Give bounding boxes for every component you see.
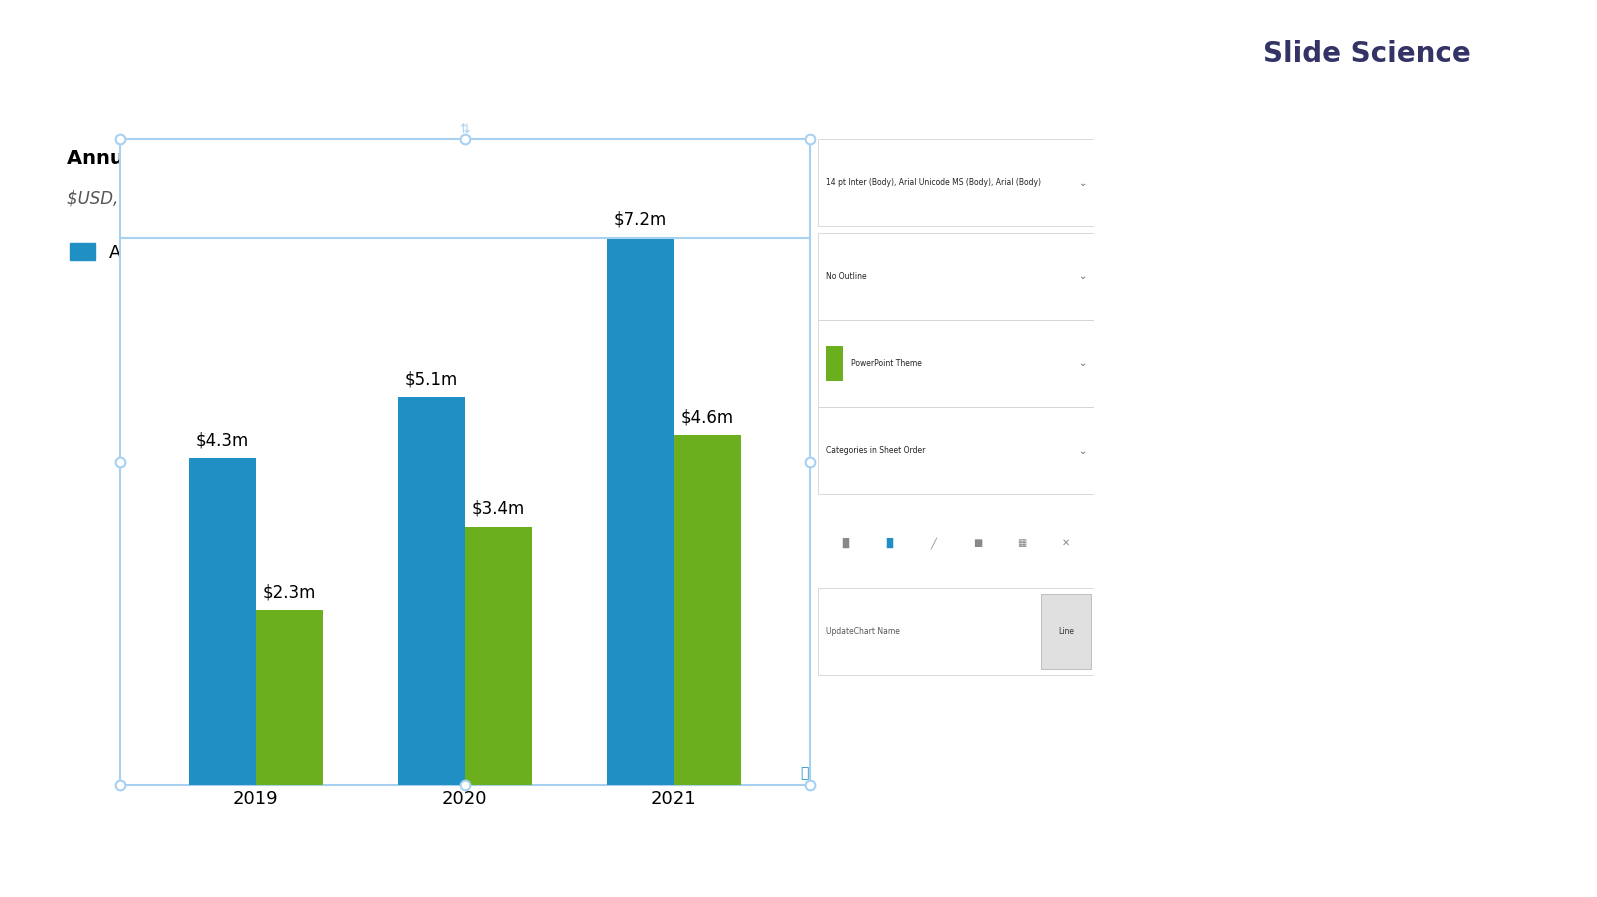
Text: $USD, 2019-21: $USD, 2019-21 [67,189,193,207]
FancyBboxPatch shape [826,346,843,381]
FancyBboxPatch shape [818,232,1094,320]
Text: ■: ■ [973,537,982,548]
FancyBboxPatch shape [818,588,1094,675]
Bar [398,397,465,785]
Text: ▐▌: ▐▌ [838,537,853,548]
Text: No Outline: No Outline [826,272,867,281]
Text: ⌄: ⌄ [1080,271,1088,282]
Bar [256,610,323,785]
Text: ✕: ✕ [1062,537,1070,548]
Text: ╱: ╱ [931,536,936,549]
Text: ⇅: ⇅ [460,123,470,135]
Text: PowerPoint Theme: PowerPoint Theme [851,359,921,368]
Text: 14 pt Inter (Body), Arial Unicode MS (Body), Arial (Body): 14 pt Inter (Body), Arial Unicode MS (Bo… [826,179,1041,187]
Text: $5.1m: $5.1m [404,370,458,388]
Text: Line: Line [1059,627,1075,636]
Text: Categories in Sheet Order: Categories in Sheet Order [826,446,925,455]
FancyBboxPatch shape [1041,595,1091,668]
Text: $4.3m: $4.3m [195,431,249,449]
Bar [607,238,674,785]
Text: $4.6m: $4.6m [680,408,733,426]
Text: ▦: ▦ [1017,537,1027,548]
Text: ⌄: ⌄ [1080,446,1088,456]
Text: $7.2m: $7.2m [613,211,668,229]
Text: ▐▌: ▐▌ [882,537,898,548]
Text: Annual Revenue: Annual Revenue [67,149,246,168]
Bar [188,458,256,785]
Text: $2.3m: $2.3m [262,583,316,601]
Text: $3.4m: $3.4m [471,500,525,518]
Bar [465,527,532,785]
Bar [674,435,741,785]
Text: © Slide Science: © Slide Science [1436,861,1557,876]
FancyBboxPatch shape [818,407,1094,494]
FancyBboxPatch shape [818,139,1094,226]
Text: Slide Science: Slide Science [1263,40,1471,68]
Text: ⌄: ⌄ [1080,178,1088,187]
Text: UpdateChart Name: UpdateChart Name [826,627,899,636]
Legend: Acme Tool Co., John's Tooling: Acme Tool Co., John's Tooling [70,243,410,262]
FancyBboxPatch shape [818,320,1094,407]
Text: ⌄: ⌄ [1080,359,1088,369]
Text: Converting between chart types in think-cell: Converting between chart types in think-… [27,38,771,71]
Text: ⧉: ⧉ [800,766,808,779]
